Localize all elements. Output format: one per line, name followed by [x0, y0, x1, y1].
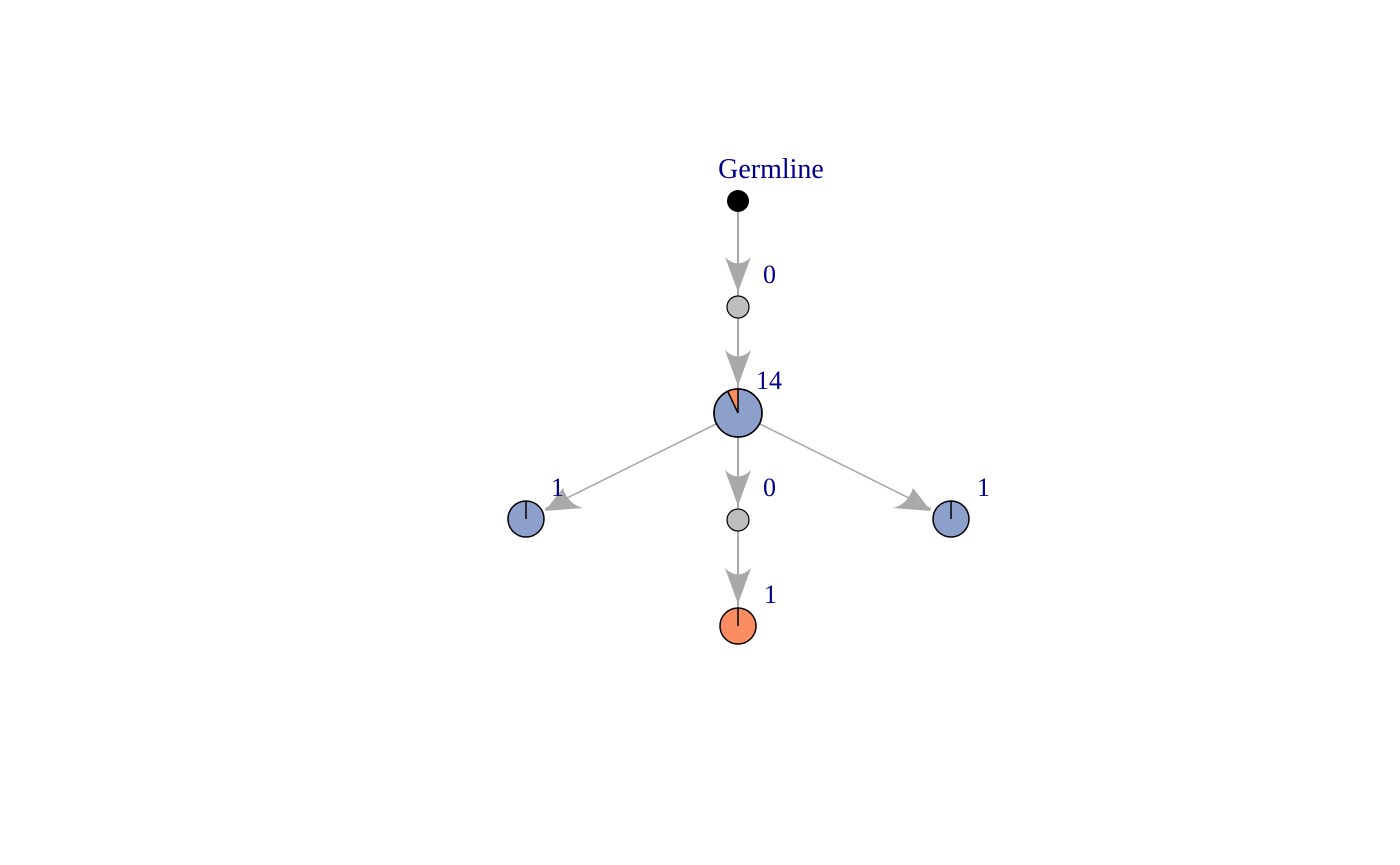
arrowhead-main-clone: [725, 350, 751, 386]
main-clone-count-label: 14: [756, 366, 782, 395]
inferred-a-count-label: 0: [763, 260, 776, 289]
right-clone-pie: [932, 500, 970, 538]
left-clone-pie: [507, 500, 545, 538]
arrowhead-bottom-clone: [725, 568, 751, 604]
nodes: [507, 190, 970, 645]
edges: [544, 212, 932, 608]
arrowhead-right-clone: [893, 488, 931, 511]
arrowhead-inferred-b: [725, 470, 751, 506]
arrowhead-inferred-a: [725, 257, 751, 292]
bottom-clone-pie: [719, 607, 757, 645]
edge-main-clone-to-left-clone: [544, 423, 717, 510]
germline-label: Germline: [718, 154, 824, 185]
right-clone-count-label: 1: [977, 473, 990, 502]
edge-main-clone-to-right-clone: [759, 423, 932, 510]
labels: Germline 0 14 1 0 1 1: [551, 154, 990, 609]
main-clone-slice-divider: [727, 390, 739, 414]
main-clone-pie: [713, 388, 763, 438]
inferred-node-b: [726, 508, 750, 532]
inferred-b-count-label: 0: [763, 473, 776, 502]
bottom-clone-count-label: 1: [764, 580, 777, 609]
germline-node: [727, 190, 749, 212]
arrowhead-left-clone: [545, 488, 583, 511]
left-clone-count-label: 1: [551, 473, 564, 502]
inferred-node-a: [726, 295, 750, 319]
